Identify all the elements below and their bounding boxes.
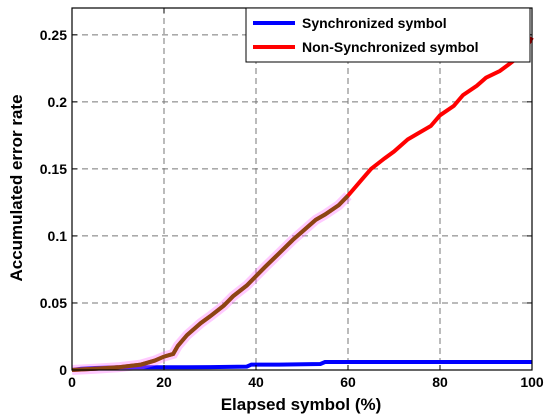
legend-box [245, 7, 531, 63]
x-tick-label: 80 [432, 374, 448, 390]
y-tick-label: 0 [59, 362, 67, 378]
series-line-non-synchronized [71, 36, 534, 372]
y-tick-label: 0.2 [48, 94, 68, 110]
ticks: 0 20 40 60 80 100 0 0.05 0.1 0.15 0.2 0.25 [40, 8, 544, 390]
overlay-halo [71, 192, 352, 375]
legend: Synchronized symbol Non-Synchronized sym… [245, 7, 531, 63]
legend-label-non-synchronized: Non-Synchronized symbol [302, 39, 479, 55]
plot-area [71, 36, 534, 375]
y-tick-label: 0.15 [40, 161, 67, 177]
x-tick-label: 40 [248, 374, 264, 390]
overlay-line [71, 194, 350, 372]
y-axis-label: Accumulated error rate [7, 94, 26, 281]
y-tick-label: 0.05 [40, 295, 67, 311]
y-tick-label: 0.25 [40, 27, 67, 43]
x-tick-label: 100 [520, 374, 544, 390]
y-tick-label: 0.1 [48, 228, 68, 244]
x-tick-label: 20 [156, 374, 172, 390]
legend-label-synchronized: Synchronized symbol [302, 15, 447, 31]
x-axis-label: Elapsed symbol (%) [221, 395, 382, 414]
x-tick-label: 0 [68, 374, 76, 390]
x-tick-label: 60 [340, 374, 356, 390]
